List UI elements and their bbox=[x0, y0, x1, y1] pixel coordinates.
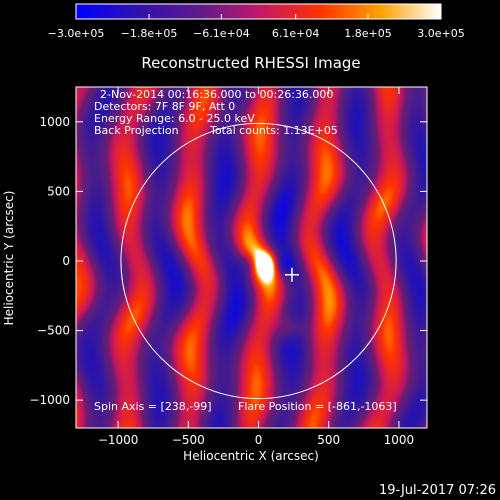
colorbar-tick-label: 3.0e+05 bbox=[417, 27, 464, 40]
solar-limb-circle bbox=[120, 122, 397, 400]
y-tick-label: 1000 bbox=[39, 115, 70, 129]
detectors-text: Detectors: 7F 8F 9F, Att 0 bbox=[94, 100, 235, 113]
total-counts-text: Total counts: 1.13E+05 bbox=[209, 124, 338, 137]
colorbar-ticks: −3.0e+05 −1.8e+05 −6.1e+04 6.1e+04 1.8e+05 3.… bbox=[48, 14, 465, 40]
flare-position-text: Flare Position = [-861,-1063] bbox=[238, 400, 397, 413]
heatmap-image bbox=[76, 87, 427, 428]
footer-timestamp: 19-Jul-2017 07:26 bbox=[379, 483, 496, 498]
x-tick-label: 500 bbox=[317, 433, 340, 447]
x-tick-label: 1000 bbox=[384, 433, 415, 447]
x-tick-label: −500 bbox=[172, 433, 205, 447]
spin-axis-marker bbox=[284, 267, 299, 282]
colorbar-bar bbox=[75, 3, 442, 20]
y-tick-label: 0 bbox=[62, 254, 70, 268]
plot-area: 2-Nov-2014 00:16:36.000 to 00:26:36.000 … bbox=[29, 86, 428, 447]
date-range-text: 2-Nov-2014 00:16:36.000 to 00:26:36.000 bbox=[100, 88, 333, 101]
x-axis-label: Heliocentric X (arcsec) bbox=[183, 449, 319, 463]
y-tick-label: −500 bbox=[37, 324, 70, 338]
colorbar-tick-label: 1.8e+05 bbox=[344, 27, 391, 40]
y-axis-label: Heliocentric Y (arcsec) bbox=[2, 191, 16, 326]
y-axis-ticks: −1000 −500 0 500 1000 bbox=[29, 115, 427, 407]
colorbar: −3.0e+05 −1.8e+05 −6.1e+04 6.1e+04 1.8e+05 3.… bbox=[48, 3, 465, 40]
x-tick-label: −1000 bbox=[98, 433, 139, 447]
energy-range-text: Energy Range: 6.0 - 25.0 keV bbox=[94, 112, 255, 125]
colorbar-tick-label: 6.1e+04 bbox=[272, 27, 319, 40]
x-tick-label: 0 bbox=[255, 433, 263, 447]
plot-frame bbox=[75, 86, 428, 429]
spin-axis-text: Spin Axis = [238,-99] bbox=[94, 400, 212, 413]
method-text: Back Projection bbox=[94, 124, 179, 137]
y-tick-label: 500 bbox=[47, 184, 70, 198]
y-tick-label: −1000 bbox=[29, 393, 70, 407]
colorbar-tick-label: −6.1e+04 bbox=[193, 27, 250, 40]
colorbar-tick-label: −1.8e+05 bbox=[121, 27, 178, 40]
colorbar-tick-label: −3.0e+05 bbox=[48, 27, 105, 40]
x-axis-ticks: −1000 −500 0 500 1000 bbox=[98, 87, 414, 447]
chart-title: Reconstructed RHESSI Image bbox=[141, 54, 360, 72]
